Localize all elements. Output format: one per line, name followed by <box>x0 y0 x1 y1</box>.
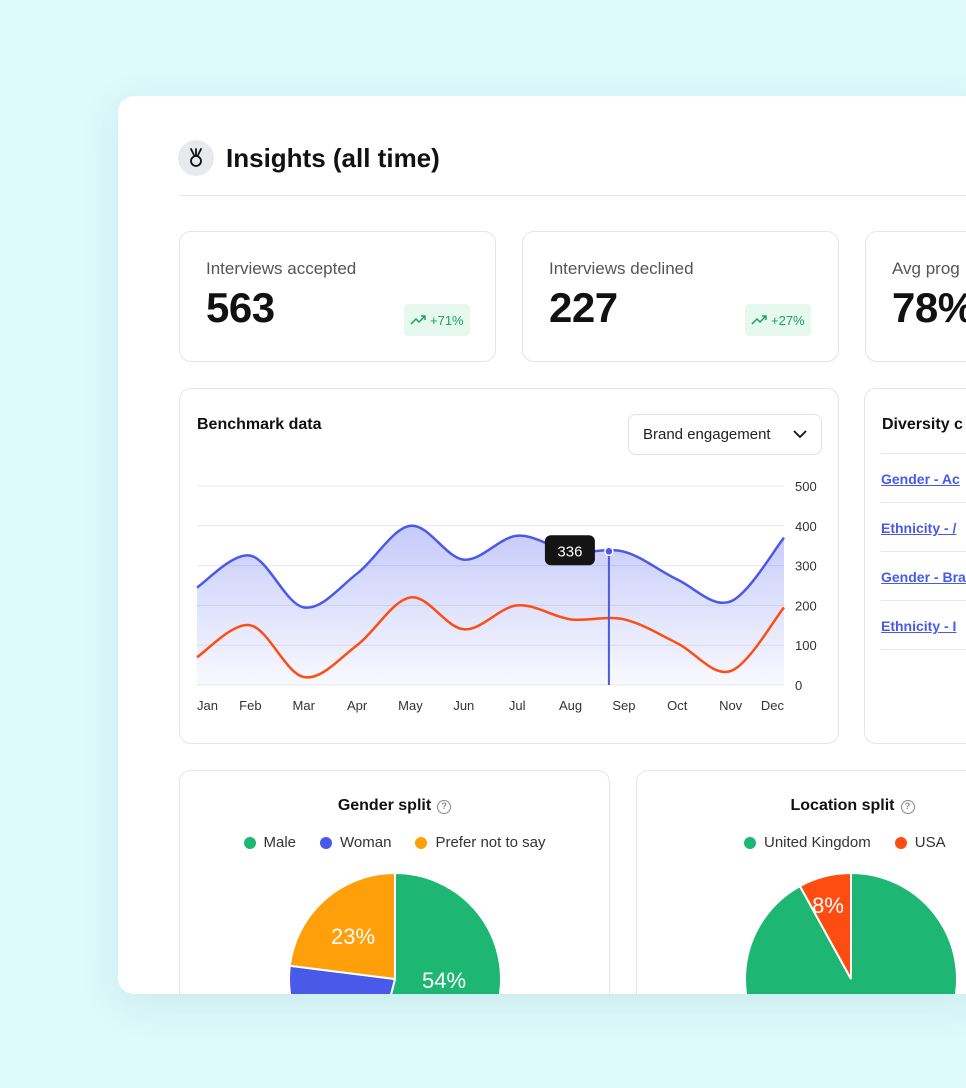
legend-label: United Kingdom <box>764 834 871 851</box>
stat-value: 227 <box>549 284 618 331</box>
legend-dot <box>243 836 256 849</box>
page-title: Insights (all time) <box>226 143 440 173</box>
diversity-link-ethnicity-accepted[interactable]: Ethnicity - / <box>881 520 957 536</box>
legend-item-usa: USA <box>894 834 946 851</box>
legend-label: USA <box>914 834 946 851</box>
x-tick-label: Sep <box>612 698 635 713</box>
x-tick-label: Nov <box>719 698 743 713</box>
stat-label: Interviews declined <box>549 259 694 278</box>
help-icon[interactable]: ? <box>900 800 915 814</box>
help-icon[interactable]: ? <box>437 800 452 814</box>
pie-label: 8% <box>812 893 844 918</box>
series-line <box>196 524 785 609</box>
diversity-link-gender-brand[interactable]: Gender - Bra <box>881 569 966 585</box>
highlight-point[interactable] <box>604 546 614 557</box>
divider <box>881 649 966 650</box>
trend-value: +27% <box>771 312 805 328</box>
location-split-card: Location split? United Kingdom USA 8% <box>636 770 966 994</box>
divider <box>881 551 966 552</box>
divider <box>881 502 966 503</box>
y-tick-label: 300 <box>795 559 817 574</box>
pie-slice-prefer-not-to-say[interactable] <box>288 871 396 981</box>
stat-value: 78% <box>892 284 966 331</box>
pie-slice-usa[interactable] <box>798 871 852 980</box>
trend-badge: +27% <box>745 304 811 336</box>
y-tick-label: 0 <box>795 678 802 693</box>
pie-label: 54% <box>422 968 466 993</box>
diversity-link-gender-accepted[interactable]: Gender - Ac <box>881 471 960 487</box>
tooltip-box <box>544 535 595 566</box>
location-legend: United Kingdom USA <box>744 834 966 851</box>
metric-dropdown[interactable]: Brand engagement <box>628 414 822 455</box>
legend-dot <box>894 836 907 849</box>
x-tick-label: Jan <box>197 698 218 713</box>
gender-split-title-text: Gender split <box>337 797 432 814</box>
insights-panel: Insights (all time) Interviews accepted … <box>118 96 966 994</box>
legend-dot <box>320 836 333 849</box>
stat-card-accepted: Interviews accepted 563 +71% <box>179 231 496 362</box>
trend-up-icon <box>751 315 767 325</box>
trend-up-icon <box>410 315 426 325</box>
pie-slice-male[interactable] <box>369 871 502 994</box>
divider <box>881 600 966 601</box>
legend-item-prefer-not: Prefer not to say <box>415 834 546 851</box>
pie-slice-woman[interactable] <box>288 964 397 994</box>
legend-label: Male <box>263 834 297 851</box>
gender-pie-chart: 23% 54% <box>288 871 502 994</box>
stat-card-avg-progress: Avg prog 78% <box>865 231 966 362</box>
stat-label: Avg prog <box>892 259 960 278</box>
medal-icon <box>178 140 214 176</box>
legend-label: Prefer not to say <box>435 834 546 851</box>
stat-value: 563 <box>206 284 275 331</box>
location-split-title: Location split? <box>637 797 966 815</box>
legend-dot <box>744 836 756 849</box>
location-pie-chart: 8% <box>744 871 958 994</box>
header: Insights (all time) <box>178 140 966 196</box>
dropdown-value: Brand engagement <box>643 426 771 443</box>
diversity-link-ethnicity[interactable]: Ethnicity - I <box>881 618 957 634</box>
diversity-card: Diversity c Gender - Ac Ethnicity - / Ge… <box>864 388 966 744</box>
x-tick-label: Dec <box>761 698 785 713</box>
y-tick-label: 100 <box>795 638 817 653</box>
x-tick-label: Apr <box>347 698 368 713</box>
chevron-down-icon <box>793 430 807 439</box>
series-line <box>196 596 785 679</box>
y-tick-label: 200 <box>795 598 817 613</box>
legend-item-woman: Woman <box>320 834 391 851</box>
benchmark-title: Benchmark data <box>197 416 322 433</box>
x-tick-label: Oct <box>667 698 688 713</box>
legend-dot <box>415 836 428 849</box>
legend-item-uk: United Kingdom <box>744 834 871 851</box>
x-tick-label: Mar <box>293 698 316 713</box>
series-area <box>197 525 784 685</box>
benchmark-line-chart: Jan Feb Mar Apr May Jun Jul Aug Sep Oct Nov Dec 500… <box>196 479 817 713</box>
stat-card-declined: Interviews declined 227 +27% <box>522 231 839 362</box>
x-tick-label: May <box>398 698 423 713</box>
gender-split-card: Gender split? Male Woman Prefer not to s… <box>179 770 610 994</box>
x-tick-label: Feb <box>239 698 261 713</box>
stat-label: Interviews accepted <box>206 259 357 278</box>
location-split-title-text: Location split <box>790 797 895 814</box>
benchmark-card: Benchmark data Brand engagement Jan Feb Ma… <box>179 388 839 744</box>
y-tick-label: 500 <box>795 479 817 494</box>
pie-slice-united-kingdom[interactable] <box>744 871 958 994</box>
gender-split-title: Gender split? <box>180 797 609 815</box>
y-tick-label: 400 <box>795 519 817 534</box>
diversity-title: Diversity c <box>882 416 963 433</box>
pie-label: 23% <box>331 924 375 949</box>
divider <box>881 453 966 454</box>
trend-value: +71% <box>430 312 464 328</box>
tooltip-value: 336 <box>557 543 582 560</box>
gender-legend: Male Woman Prefer not to say <box>180 834 609 851</box>
legend-label: Woman <box>340 834 392 851</box>
x-tick-label: Jul <box>509 698 526 713</box>
legend-item-male: Male <box>243 834 297 851</box>
x-tick-label: Jun <box>453 698 474 713</box>
trend-badge: +71% <box>404 304 470 336</box>
x-tick-label: Aug <box>559 698 582 713</box>
